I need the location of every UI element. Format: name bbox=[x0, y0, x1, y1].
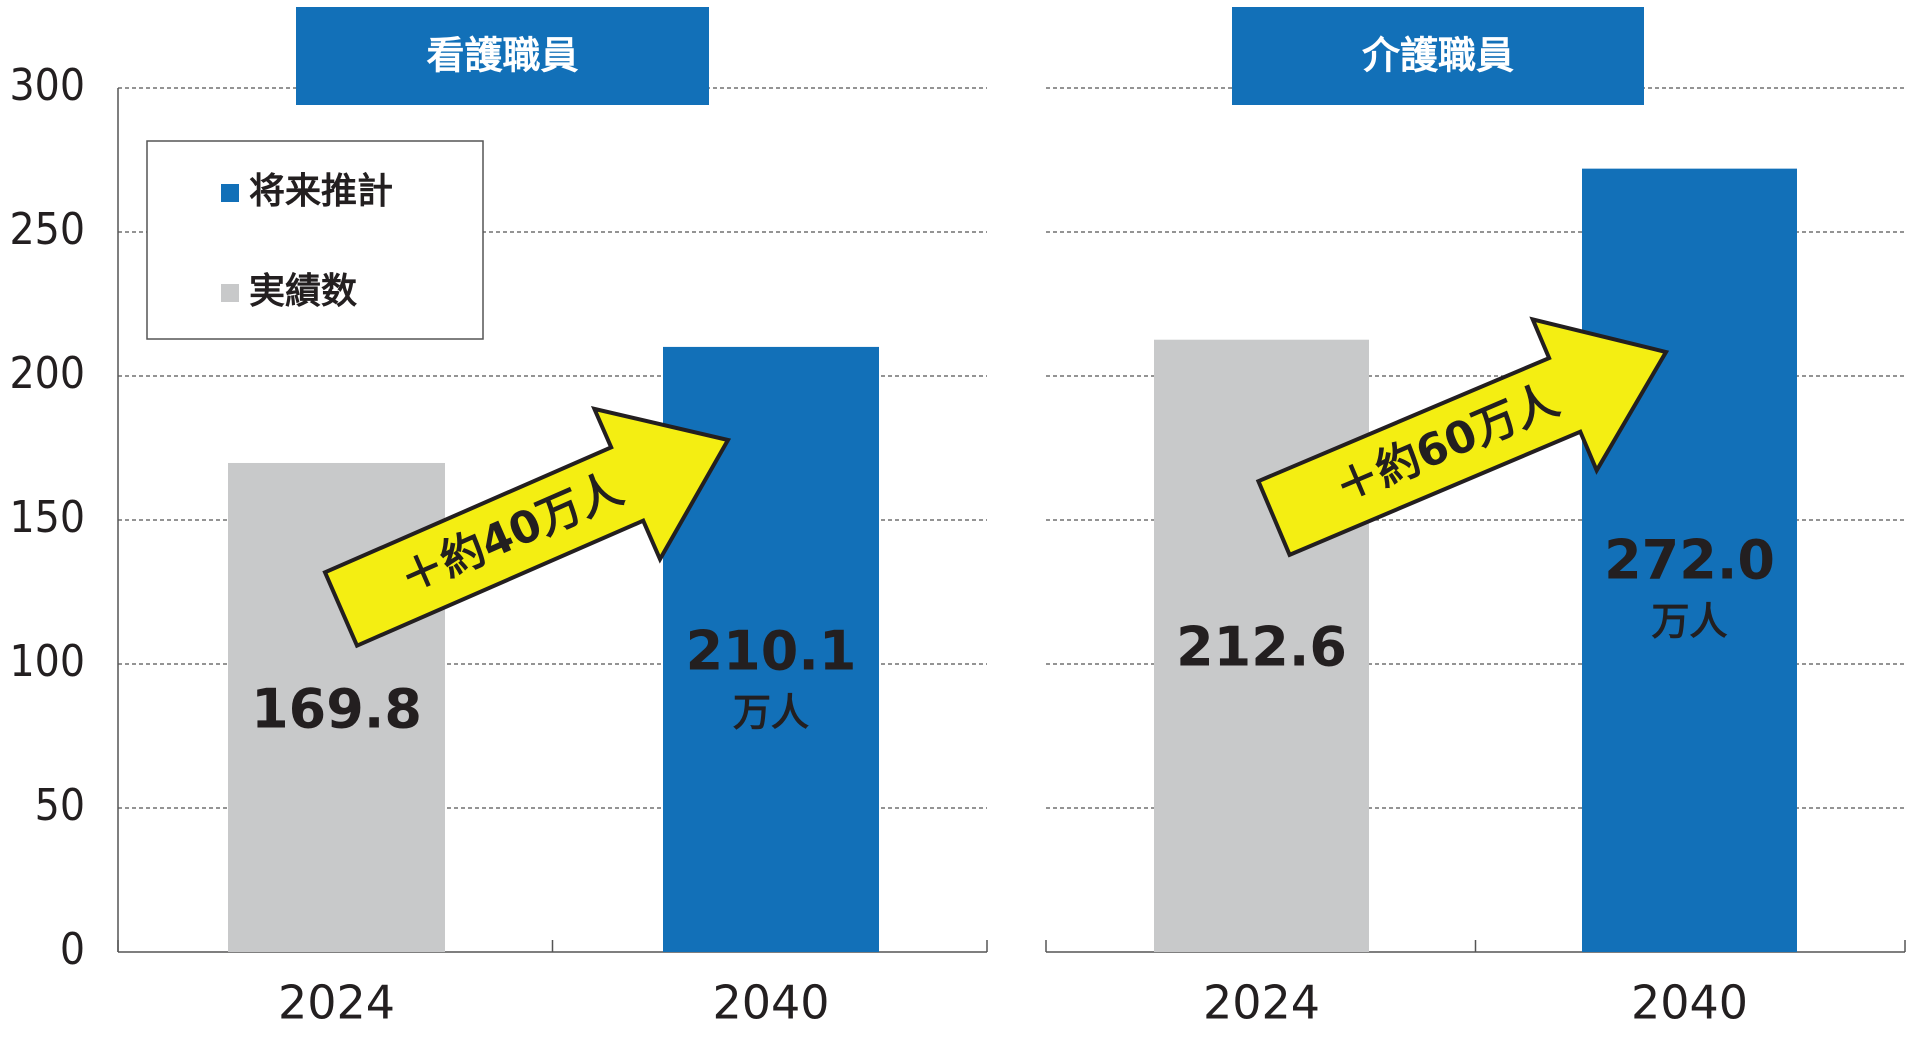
value-label: 272.0 bbox=[1604, 529, 1775, 592]
legend-swatch bbox=[221, 184, 239, 202]
value-unit: 万人 bbox=[1651, 600, 1727, 644]
x-tick-label: 2040 bbox=[712, 976, 829, 1030]
chart-title: 介護職員 bbox=[1362, 34, 1514, 78]
legend-swatch bbox=[221, 284, 239, 302]
value-label: 212.6 bbox=[1176, 616, 1347, 679]
arrow-shape bbox=[1255, 316, 1670, 558]
legend-box bbox=[146, 140, 484, 340]
y-tick-label: 50 bbox=[35, 780, 85, 831]
legend-label: 将来推計 bbox=[249, 171, 393, 212]
legend-label: 実績数 bbox=[249, 271, 357, 312]
x-tick-label: 2024 bbox=[278, 976, 395, 1030]
value-unit: 万人 bbox=[733, 691, 809, 735]
chart-title: 看護職員 bbox=[426, 34, 578, 78]
bar bbox=[1154, 339, 1369, 952]
value-label: 210.1 bbox=[686, 620, 857, 683]
x-tick-label: 2024 bbox=[1203, 976, 1320, 1030]
title-box bbox=[296, 7, 709, 105]
y-tick-label: 300 bbox=[9, 60, 85, 111]
y-tick-label: 200 bbox=[9, 348, 85, 399]
title-box bbox=[1232, 7, 1644, 105]
y-tick-label: 150 bbox=[9, 492, 85, 543]
bar bbox=[1582, 168, 1797, 952]
y-tick-label: 0 bbox=[60, 924, 85, 975]
y-tick-label: 250 bbox=[9, 204, 85, 255]
value-label: 169.8 bbox=[251, 678, 422, 741]
x-tick-label: 2040 bbox=[1631, 976, 1748, 1030]
y-tick-label: 100 bbox=[9, 636, 85, 687]
arrow-shape bbox=[322, 406, 732, 649]
